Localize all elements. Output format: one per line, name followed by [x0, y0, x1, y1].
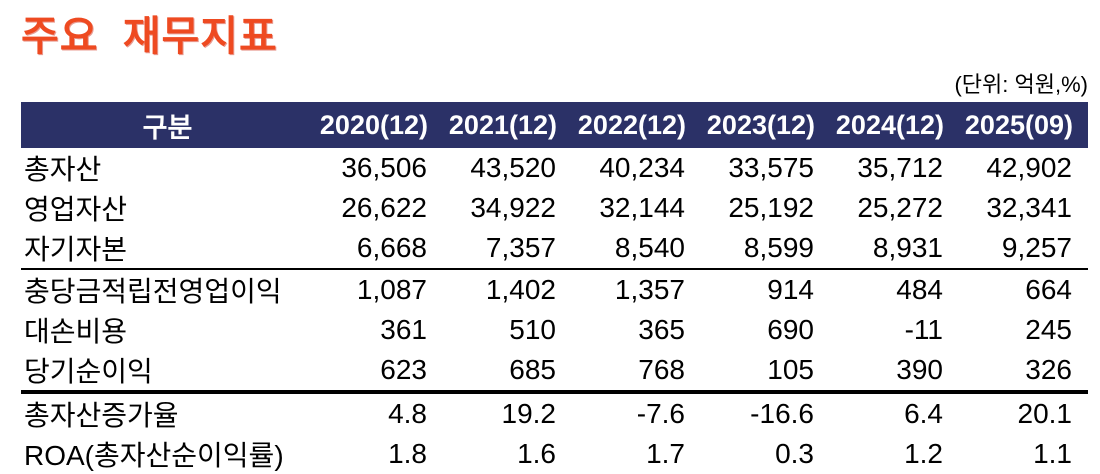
cell-value: 32,341	[986, 192, 1072, 224]
cell-value: 9,257	[1001, 232, 1072, 264]
cell-value: 1.7	[646, 438, 685, 470]
unit-label: (단위: 억원,%)	[954, 72, 1088, 98]
cell-value: 690	[767, 314, 814, 346]
row-label: 자기자본	[24, 234, 128, 266]
table-row-asset-growth-rate: 총자산증가율 4.8 19.2 -7.6 -16.6 6.4 20.1	[21, 390, 1088, 435]
row-label: 총자산증가율	[21, 390, 314, 435]
cell-value: 1.8	[388, 438, 427, 470]
cell-value: 36,506	[341, 152, 427, 184]
cell-value: 34,922	[470, 192, 556, 224]
cell-value: 484	[830, 268, 959, 311]
table-row-total-assets: 총자산 36,506 43,520 40,234 33,575 35,712 4…	[21, 148, 1088, 188]
cell-value: 361	[380, 314, 427, 346]
cell-value: 6.4	[830, 390, 959, 435]
table-row-operating-assets: 영업자산 26,622 34,922 32,144 25,192 25,272 …	[21, 188, 1088, 228]
cell-value: 685	[509, 354, 556, 386]
cell-value: 664	[959, 268, 1088, 311]
cell-value: 1.1	[1033, 438, 1072, 470]
cell-value: 33,575	[728, 152, 814, 184]
cell-value: 914	[701, 268, 830, 311]
page-title: 주요 재무지표	[21, 13, 278, 59]
cell-value: 4.8	[314, 390, 443, 435]
cell-value: 390	[896, 354, 943, 386]
header-2025: 2025(09)	[959, 102, 1088, 149]
cell-value: 245	[1025, 314, 1072, 346]
cell-value: 1,357	[572, 268, 701, 311]
cell-value: 40,234	[599, 152, 685, 184]
row-label: 당기순이익	[24, 356, 153, 388]
cell-value: 42,902	[986, 152, 1072, 184]
financial-indicators-table: 구분 2020(12) 2021(12) 2022(12) 2023(12) 2…	[21, 102, 1088, 474]
cell-value: 25,192	[728, 192, 814, 224]
cell-value: 7,357	[485, 232, 556, 264]
table-row-roa: ROA(총자산순이익률) 1.8 1.6 1.7 0.3 1.2 1.1	[21, 434, 1088, 474]
cell-value: 510	[509, 314, 556, 346]
cell-value: 623	[380, 354, 427, 386]
header-2024: 2024(12)	[830, 102, 959, 149]
table-row-credit-cost: 대손비용 361 510 365 690 -11 245	[21, 310, 1088, 350]
cell-value: 8,931	[872, 232, 943, 264]
table-row-pre-provision-income: 충당금적립전영업이익 1,087 1,402 1,357 914 484 664	[21, 268, 1088, 311]
cell-value: 6,668	[356, 232, 427, 264]
header-2020: 2020(12)	[314, 102, 443, 149]
cell-value: -7.6	[572, 390, 701, 435]
cell-value: 105	[767, 354, 814, 386]
cell-value: 1.2	[904, 438, 943, 470]
table-header-row: 구분 2020(12) 2021(12) 2022(12) 2023(12) 2…	[21, 102, 1088, 149]
cell-value: 32,144	[599, 192, 685, 224]
row-label: ROA(총자산순이익률)	[24, 440, 284, 472]
table-row-net-income: 당기순이익 623 685 768 105 390 326	[21, 350, 1088, 392]
header-2023: 2023(12)	[701, 102, 830, 149]
cell-value: 365	[638, 314, 685, 346]
cell-value: 0.3	[775, 438, 814, 470]
row-label: 총자산	[24, 154, 102, 186]
cell-value: 19.2	[443, 390, 572, 435]
header-category: 구분	[21, 102, 314, 149]
cell-value: 26,622	[341, 192, 427, 224]
cell-value: 35,712	[857, 152, 943, 184]
cell-value: 1,402	[443, 268, 572, 311]
row-label: 대손비용	[24, 316, 128, 348]
cell-value: 768	[638, 354, 685, 386]
cell-value: 8,599	[743, 232, 814, 264]
row-label: 영업자산	[24, 194, 128, 226]
cell-value: 20.1	[959, 390, 1088, 435]
cell-value: -16.6	[701, 390, 830, 435]
cell-value: -11	[904, 314, 943, 346]
cell-value: 1,087	[314, 268, 443, 311]
header-2022: 2022(12)	[572, 102, 701, 149]
cell-value: 25,272	[857, 192, 943, 224]
cell-value: 326	[1025, 354, 1072, 386]
table-row-equity: 자기자본 6,668 7,357 8,540 8,599 8,931 9,257	[21, 228, 1088, 269]
cell-value: 43,520	[470, 152, 556, 184]
header-2021: 2021(12)	[443, 102, 572, 149]
row-label: 충당금적립전영업이익	[21, 268, 314, 311]
cell-value: 8,540	[614, 232, 685, 264]
cell-value: 1.6	[517, 438, 556, 470]
